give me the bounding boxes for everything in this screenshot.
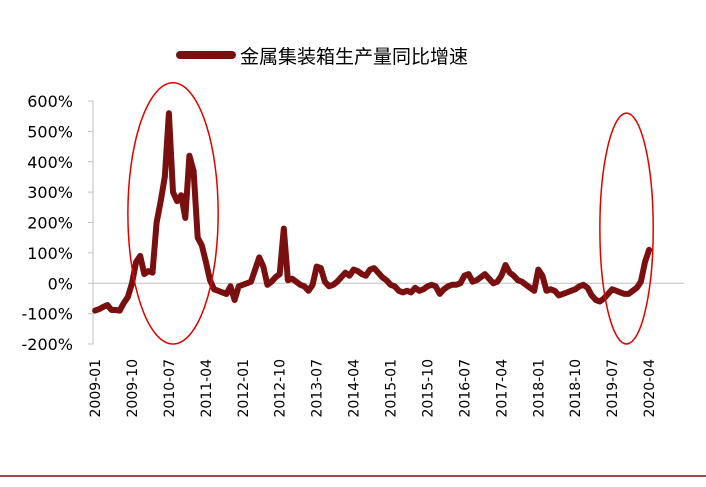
x-tick-label: 2015-10 [420, 359, 436, 418]
highlight-ellipse [599, 112, 654, 345]
x-tick-label: 2010-07 [162, 359, 178, 418]
x-tick-label: 2009-10 [125, 359, 141, 418]
y-tick-label: 300% [27, 183, 73, 202]
y-tick-label: 400% [27, 153, 73, 172]
y-tick-label: -200% [21, 335, 73, 354]
highlight-ellipse [127, 82, 219, 345]
x-tick-label: 2015-01 [384, 359, 400, 418]
x-tick-label: 2012-01 [236, 359, 252, 418]
x-tick-labels: 2009-01 2009-10 2010-07 2011-04 2012-01 2012-… [88, 359, 658, 418]
x-tick-label: 2020-04 [642, 359, 658, 418]
y-tick-label: 600% [27, 92, 73, 111]
x-tick-label: 2017-04 [494, 359, 510, 418]
y-tick-label: 0% [48, 274, 73, 293]
x-tick-label: 2012-10 [273, 359, 289, 418]
y-tick-label: 200% [27, 214, 73, 233]
y-tick-label: 100% [27, 244, 73, 263]
x-tick-label: 2011-04 [199, 359, 215, 418]
x-tick-label: 2013-07 [310, 359, 326, 418]
series-layer [92, 110, 653, 314]
x-tick-label: 2014-04 [347, 359, 363, 418]
chart-legend: 金属集装箱生产量同比增速 [176, 46, 468, 68]
x-tick-label: 2018-10 [568, 359, 584, 418]
y-tick-labels: -200% -100% 0% 100% 200% 300% 400% 500% 600% [21, 92, 93, 354]
series-line [92, 110, 653, 314]
x-tick-label: 2018-01 [531, 359, 547, 418]
y-tick-label: -100% [21, 305, 73, 324]
y-tick-label: 500% [27, 122, 73, 141]
legend-label: 金属集装箱生产量同比增速 [240, 46, 468, 68]
x-tick-label: 2019-07 [605, 359, 621, 418]
x-tick-label: 2016-07 [457, 359, 473, 418]
annotation-layer [127, 82, 654, 345]
x-tick-label: 2009-01 [88, 359, 104, 418]
